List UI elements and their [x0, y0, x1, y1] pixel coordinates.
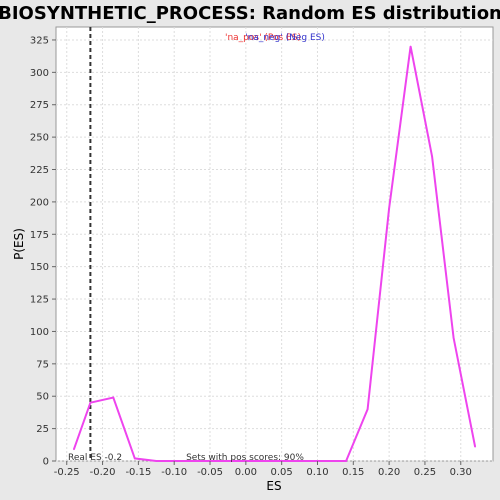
y-tick-label: 325 [30, 35, 49, 46]
data-point [474, 445, 476, 448]
y-tick-label: 25 [36, 424, 49, 435]
data-point [176, 460, 179, 462]
y-tick-label: 275 [30, 100, 49, 111]
real-es-label: Real ES -0.2 [68, 453, 122, 463]
y-tick-label: 300 [30, 68, 49, 79]
data-point [366, 408, 369, 410]
y-tick-label: 150 [30, 262, 49, 273]
x-tick-label: 0.10 [306, 467, 328, 478]
x-tick-label: -0.05 [197, 467, 223, 478]
y-tick-label: 0 [43, 457, 49, 468]
data-point [388, 207, 390, 210]
x-tick-label: -0.20 [90, 467, 116, 478]
y-tick-label: 100 [30, 327, 49, 338]
y-tick-label: 50 [36, 392, 49, 403]
data-point [345, 460, 347, 462]
series-group [72, 45, 477, 462]
x-axis-label: ES [266, 479, 281, 493]
x-tick-label: 0.05 [271, 467, 293, 478]
x-axis-ticks: -0.25 -0.20 -0.15 -0.10 -0.05 0.00 0.05 0.10 0.1… [54, 461, 472, 478]
grid [56, 27, 493, 462]
y-axis-ticks: 0 25 50 75 100 125 150 175 200 225 250 275 300 325 [30, 35, 56, 468]
chart-title: BIOSYNTHETIC_PROCESS: Random ES distribu… [0, 3, 500, 24]
data-point [89, 401, 92, 404]
x-tick-label: -0.15 [125, 467, 151, 478]
legend-entry: 'na_neg' (Neg ES) [245, 33, 325, 43]
legend: 'na_pos' (Pos ES)'na_neg' (Neg ES) [225, 33, 325, 43]
x-tick-label: 0.25 [414, 467, 436, 478]
x-tick-label: 0.00 [235, 467, 257, 478]
data-point [409, 45, 412, 48]
x-tick-label: -0.10 [161, 467, 187, 478]
sets-with-pos-annotation: Sets with pos scores: 90% [186, 453, 304, 463]
y-tick-label: 250 [30, 133, 49, 144]
x-tick-label: -0.25 [54, 467, 80, 478]
data-point [431, 155, 433, 158]
legend-entry: 'na_pos' (Pos ES) [225, 33, 301, 43]
y-tick-label: 225 [30, 165, 49, 176]
y-tick-label: 75 [36, 359, 49, 370]
data-point [112, 396, 115, 399]
x-tick-label: 0.20 [378, 467, 400, 478]
data-point [134, 457, 136, 460]
y-tick-label: 175 [30, 230, 49, 241]
data-point [155, 460, 158, 462]
x-tick-label: 0.15 [342, 467, 364, 478]
data-point [73, 448, 75, 451]
x-tick-label: 0.30 [450, 467, 472, 478]
y-tick-label: 200 [30, 197, 49, 208]
y-axis-label: P(ES) [12, 228, 26, 260]
y-tick-label: 125 [30, 295, 49, 306]
data-point [452, 337, 455, 339]
